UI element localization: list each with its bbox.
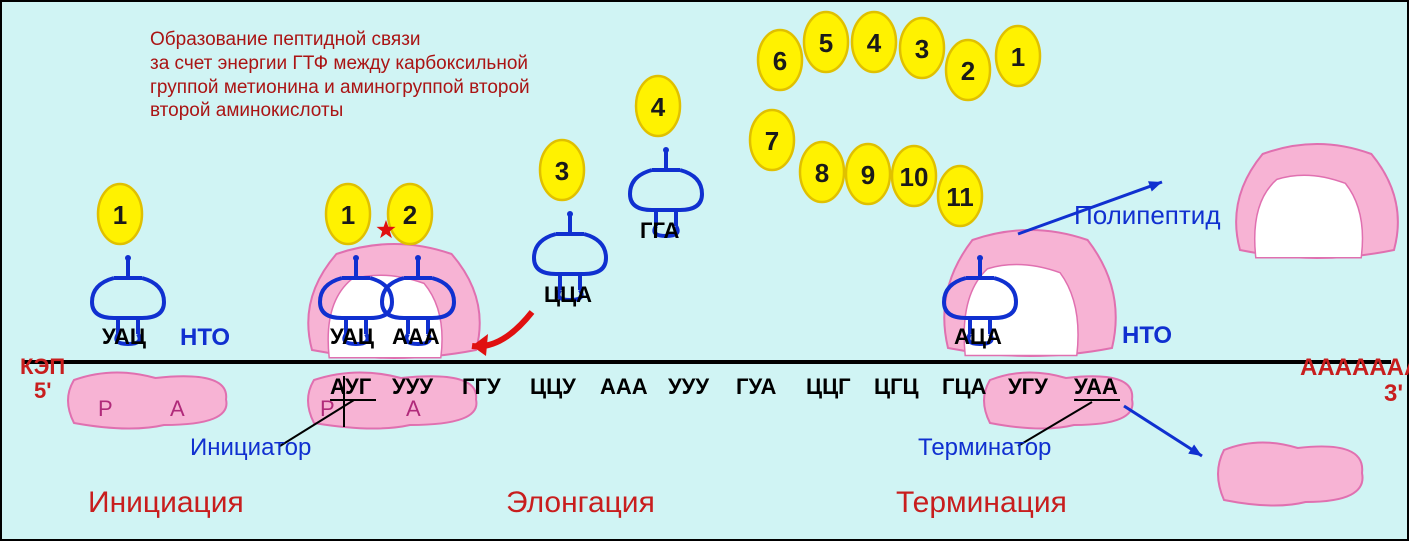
polypeptide-label: Полипептид — [1074, 200, 1221, 231]
cap-label: КЭП — [20, 354, 65, 380]
description-text: Образование пептидной связиза счет энерг… — [150, 28, 530, 123]
amino-acid-number: 2 — [961, 56, 975, 86]
mrna-codon: УУУ — [392, 374, 433, 400]
nto-right: НТО — [1122, 322, 1172, 350]
amino-acid-number: 3 — [555, 156, 569, 186]
mrna-codon: ААА — [600, 374, 648, 400]
amino-acid-number: 3 — [915, 34, 929, 64]
ribosome-site-label: А — [170, 396, 185, 422]
mrna-codon: ГЦА — [942, 374, 986, 400]
amino-acid-number: 8 — [815, 158, 829, 188]
anticodon-label: УАЦ — [102, 324, 146, 350]
mrna-codon: УГУ — [1008, 374, 1048, 400]
anticodon-label: ЦЦА — [544, 282, 592, 308]
polya-tail: ААААААА — [1300, 354, 1409, 382]
stage-title: Терминация — [896, 486, 1067, 520]
mrna-codon: УАА — [1074, 374, 1118, 400]
amino-acid-number: 1 — [341, 200, 355, 230]
anticodon-label: АЦА — [954, 324, 1002, 350]
amino-acid-number: 9 — [861, 160, 875, 190]
ribosome-site-label: Р — [98, 396, 113, 422]
amino-acid-number: 6 — [773, 46, 787, 76]
five-prime: 5' — [34, 378, 51, 404]
amino-acid-number: 10 — [900, 162, 929, 192]
stage-title: Инициация — [88, 486, 244, 520]
three-prime: 3' — [1384, 380, 1403, 408]
mrna-codon: ЦЦГ — [806, 374, 851, 400]
mrna-codon: ГУА — [736, 374, 776, 400]
initiator-label: Инициатор — [190, 434, 311, 462]
anticodon-label: ГГА — [640, 218, 679, 244]
amino-acid-number: 1 — [1011, 42, 1025, 72]
mrna-codon: ЦГЦ — [874, 374, 919, 400]
mrna-codon: АУГ — [330, 374, 371, 400]
amino-acid-number: 2 — [403, 200, 417, 230]
amino-acid-number: 7 — [765, 126, 779, 156]
nto-left: НТО — [180, 324, 230, 352]
amino-acid-number: 11 — [946, 182, 974, 212]
mrna-codon: ЦЦУ — [530, 374, 576, 400]
mrna-codon: УУУ — [668, 374, 709, 400]
amino-acid-number: 1 — [113, 200, 127, 230]
amino-acid-number: 5 — [819, 28, 833, 58]
terminator-label: Терминатор — [918, 434, 1051, 462]
anticodon-label: ААА — [392, 324, 440, 350]
amino-acid-number: 4 — [651, 92, 666, 122]
amino-acid-number: 4 — [867, 28, 882, 58]
anticodon-label: УАЦ — [330, 324, 374, 350]
mrna-codon: ГГУ — [462, 374, 501, 400]
stage-title: Элонгация — [506, 486, 655, 520]
